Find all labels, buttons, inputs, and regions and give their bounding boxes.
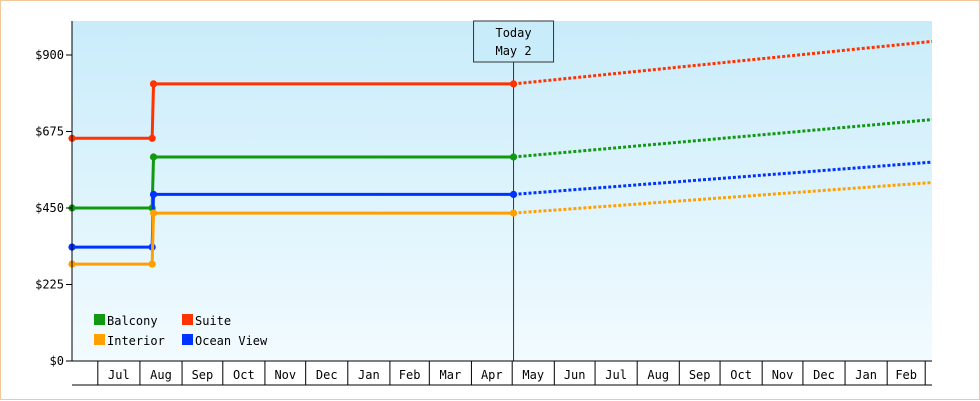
data-point-suite: [148, 134, 156, 142]
y-tick-label: $0: [50, 354, 64, 368]
x-tick-label: Nov: [772, 368, 794, 382]
x-tick-label: Dec: [316, 368, 338, 382]
series-line-interior: [72, 211, 514, 266]
y-tick-label: $450: [35, 201, 64, 215]
x-tick-label: Nov: [274, 368, 296, 382]
data-point-suite: [509, 80, 518, 88]
x-tick-label: Jan: [855, 368, 877, 382]
series-projection-balcony: [513, 118, 933, 159]
data-point-balcony: [509, 153, 518, 161]
data-point-interior: [149, 209, 158, 217]
legend-label-balcony: Balcony: [107, 314, 158, 328]
x-tick-label: Aug: [647, 368, 669, 382]
x-tick-label: Dec: [813, 368, 835, 382]
x-tick-label: Jul: [605, 368, 627, 382]
today-label-box: [473, 20, 555, 63]
legend-swatch-ocean-view: [182, 334, 193, 345]
today-label-date: May 2: [495, 44, 531, 58]
data-point-ocean-view: [149, 190, 158, 198]
legend-label-ocean-view: Ocean View: [195, 334, 268, 348]
series-line-suite: [72, 82, 514, 140]
x-tick-label: Feb: [399, 368, 421, 382]
series-projection-suite: [513, 39, 933, 86]
legend-label-interior: Interior: [107, 334, 165, 348]
x-tick-label: Feb: [895, 368, 917, 382]
x-tick-label: Jun: [564, 368, 586, 382]
legend-swatch-suite: [182, 314, 193, 325]
x-tick-label: Mar: [440, 368, 462, 382]
x-tick-label: Oct: [730, 368, 752, 382]
legend-label-suite: Suite: [195, 314, 231, 328]
data-point-ocean-view: [509, 190, 518, 198]
x-tick-label: Sep: [689, 368, 711, 382]
x-tick-label: May: [522, 368, 544, 382]
series-line-balcony: [72, 155, 514, 210]
x-tick-label: Apr: [481, 368, 503, 382]
y-tick-label: $675: [35, 125, 64, 139]
x-tick-label: Oct: [233, 368, 255, 382]
plot-background: [72, 21, 932, 361]
data-point-interior: [509, 209, 518, 217]
x-tick-label: Sep: [192, 368, 214, 382]
x-tick-label: Jul: [108, 368, 130, 382]
legend-swatch-balcony: [94, 314, 105, 325]
y-tick-label: $900: [35, 48, 64, 62]
today-label-line1: Today: [495, 26, 531, 40]
x-tick-label: Jan: [358, 368, 380, 382]
data-point-balcony: [149, 153, 158, 161]
y-tick-label: $225: [35, 278, 64, 292]
data-point-suite: [149, 80, 158, 88]
legend-swatch-interior: [94, 334, 105, 345]
data-point-interior: [148, 260, 156, 268]
x-tick-label: Aug: [150, 368, 172, 382]
